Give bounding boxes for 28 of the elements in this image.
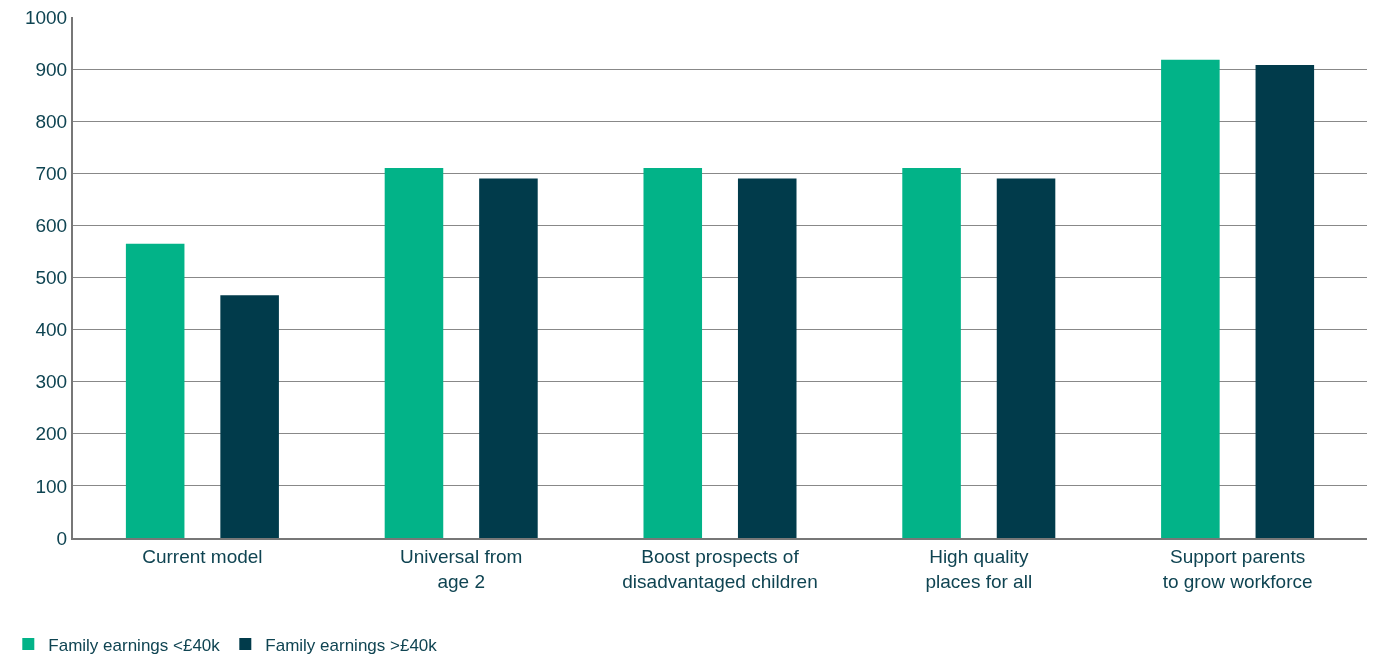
bar — [220, 295, 279, 538]
legend-label: Family earnings <£40k — [48, 635, 221, 655]
y-tick-label: 300 — [35, 371, 68, 393]
x-tick-label: Boost prospects of disadvantaged children — [622, 545, 818, 592]
bar — [643, 168, 703, 538]
bar — [125, 243, 185, 538]
y-tick-label: 900 — [35, 58, 68, 80]
bar — [1255, 64, 1315, 538]
y-tick-label: 600 — [35, 215, 68, 237]
bar — [1161, 59, 1220, 538]
bar — [479, 178, 538, 538]
y-tick-label: 100 — [35, 475, 68, 497]
x-tick-label: Current model — [142, 545, 263, 567]
x-tick-label: High quality places for all — [925, 545, 1033, 592]
y-tick-label: 700 — [35, 162, 68, 184]
legend-label: Family earnings >£40k — [265, 635, 438, 655]
bar — [902, 168, 961, 538]
y-tick-label: 200 — [35, 423, 68, 445]
bar — [996, 178, 1056, 538]
y-tick-label: 0 — [56, 527, 68, 549]
bar — [384, 168, 444, 538]
bar — [737, 178, 797, 538]
x-tick-label: Support parents to grow workforce — [1162, 545, 1313, 592]
y-tick-label: 1000 — [24, 6, 68, 28]
y-tick-label: 800 — [35, 110, 68, 132]
x-tick-label: Universal from age 2 — [399, 545, 523, 592]
y-tick-label: 500 — [35, 267, 68, 289]
y-tick-label: 400 — [35, 319, 68, 341]
